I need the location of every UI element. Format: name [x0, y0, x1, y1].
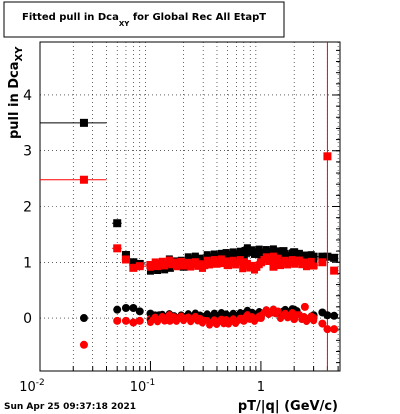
data-marker-square: [222, 249, 230, 257]
data-marker-circle: [274, 307, 282, 315]
data-marker-square: [300, 251, 308, 259]
y-tick-label: 0: [23, 311, 32, 327]
data-marker-circle: [323, 325, 332, 334]
data-marker-circle: [300, 302, 309, 311]
data-marker-square: [248, 261, 256, 269]
x-axis-label: pT/|q| (GeV/c): [238, 399, 338, 414]
data-marker-square: [330, 253, 339, 262]
y-tick-label: 3: [23, 144, 32, 160]
data-marker-square: [201, 262, 209, 270]
data-marker-square: [262, 246, 270, 254]
data-marker-square: [255, 245, 263, 253]
data-marker-square: [151, 258, 159, 266]
data-marker-square: [135, 262, 144, 271]
data-marker-circle: [318, 319, 327, 328]
data-marker-square: [229, 256, 237, 264]
data-marker-circle: [129, 303, 138, 312]
data-marker-square: [269, 262, 278, 271]
data-marker-square: [288, 249, 296, 257]
timestamp-label: Sun Apr 25 09:37:18 2021: [4, 402, 136, 412]
data-marker-square: [165, 256, 173, 264]
data-marker-square: [269, 245, 277, 253]
data-marker-square: [203, 256, 211, 264]
data-marker-square: [121, 251, 130, 260]
data-marker-circle: [113, 305, 122, 314]
data-marker-square: [248, 246, 256, 254]
data-marker-square: [129, 263, 138, 272]
x-tick-label: 10-1: [130, 378, 156, 395]
data-marker-square: [269, 252, 277, 260]
data-marker-square: [243, 259, 251, 267]
data-marker-square: [191, 252, 199, 260]
data-marker-circle: [330, 325, 339, 334]
data-marker-square: [196, 260, 204, 268]
y-axis-label: pull in DcaXY: [7, 46, 25, 139]
data-marker-square: [113, 244, 122, 253]
data-marker-square: [79, 118, 88, 127]
data-marker-square: [184, 253, 192, 261]
x-tick-label: 10-2: [19, 378, 45, 395]
data-marker-circle: [121, 316, 130, 325]
data-marker-square: [262, 253, 270, 261]
data-marker-circle: [330, 311, 339, 320]
data-marker-square: [210, 250, 218, 258]
data-marker-square: [307, 257, 315, 265]
data-marker-square: [217, 255, 225, 263]
data-marker-square: [330, 266, 339, 275]
data-marker-circle: [323, 311, 332, 320]
data-marker-square: [281, 250, 289, 258]
data-marker-square: [203, 251, 211, 259]
data-marker-circle: [135, 316, 144, 325]
data-marker-square: [184, 258, 192, 266]
data-marker-square: [288, 256, 296, 264]
data-marker-square: [300, 258, 308, 266]
y-tick-label: 4: [23, 88, 32, 104]
data-marker-square: [79, 175, 88, 184]
data-points: [40, 42, 339, 371]
axis-ticks: 0 1 2 3 4 10-2 10-1 1: [19, 49, 340, 395]
data-marker-square: [191, 258, 199, 266]
data-marker-square: [170, 258, 178, 266]
data-marker-square: [217, 249, 225, 257]
data-marker-circle: [79, 340, 88, 349]
data-marker-circle: [135, 307, 144, 316]
data-marker-square: [196, 254, 204, 262]
data-marker-square: [318, 258, 327, 267]
data-marker-square: [310, 262, 318, 270]
data-marker-square: [243, 244, 251, 252]
y-tick-label: 2: [23, 200, 32, 216]
data-marker-square: [323, 152, 332, 161]
y-tick-label: 1: [23, 255, 32, 271]
x-tick-label: 1: [257, 380, 265, 395]
data-marker-square: [177, 257, 185, 265]
data-marker-square: [210, 256, 218, 264]
data-marker-square: [121, 255, 130, 264]
data-marker-square: [318, 252, 327, 261]
data-marker-square: [158, 257, 166, 265]
data-marker-circle: [113, 316, 122, 325]
data-marker-circle: [129, 318, 138, 327]
data-marker-square: [113, 219, 122, 228]
data-marker-square: [274, 254, 282, 262]
grid-lines: [40, 42, 340, 371]
data-marker-square: [129, 258, 138, 267]
data-marker-square: [307, 251, 315, 259]
data-marker-circle: [79, 314, 88, 323]
data-marker-circle: [121, 303, 130, 312]
title-text: Fitted pull in DcaXY for Global Rec All …: [22, 12, 266, 28]
data-marker-square: [222, 257, 230, 265]
data-marker-square: [295, 256, 303, 264]
data-marker-square: [274, 247, 282, 255]
data-marker-circle: [310, 317, 318, 325]
data-marker-square: [236, 256, 244, 264]
data-marker-square: [229, 248, 237, 256]
data-marker-square: [281, 256, 289, 264]
data-marker-square: [295, 249, 303, 257]
title-box: Fitted pull in DcaXY for Global Rec All …: [3, 1, 285, 38]
